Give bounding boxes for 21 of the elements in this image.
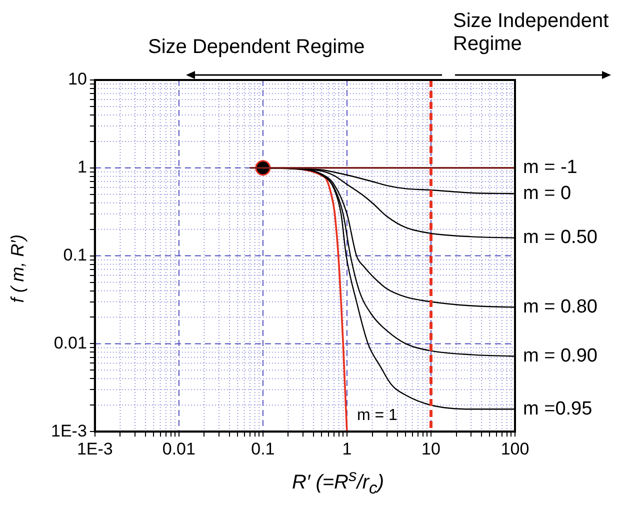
y-axis-title: f ( m, R′) bbox=[8, 233, 28, 305]
series-label: m = 0.80 bbox=[523, 296, 598, 318]
series-label: m = 1 bbox=[356, 407, 398, 424]
text: Size Dependent Regime bbox=[148, 36, 365, 59]
x-tick-label: 100 bbox=[500, 439, 530, 458]
x-tick-label: 10 bbox=[422, 439, 440, 458]
y-tick-label: 1 bbox=[77, 158, 87, 177]
y-tick-label: 0.01 bbox=[54, 333, 87, 352]
x-tick-label: 0.1 bbox=[251, 439, 275, 458]
x-axis-title: R′ (=R$^{s}$/r$_{c}$) bbox=[290, 466, 386, 499]
series-label: m = 0.90 bbox=[523, 345, 598, 366]
x-tick-label: 1 bbox=[342, 439, 352, 458]
y-tick-label: 0.1 bbox=[63, 245, 87, 264]
series-label: m = 0.50 bbox=[523, 227, 598, 248]
x-tick-label: 0.01 bbox=[162, 439, 196, 458]
series-label: m = -1 bbox=[523, 157, 578, 178]
text: Size Independent Regime bbox=[453, 10, 610, 56]
y-tick-label: 1E-3 bbox=[50, 421, 87, 440]
series-label: m = 0 bbox=[523, 182, 572, 204]
y-tick-label: 10 bbox=[68, 70, 87, 89]
series-label: m =0.95 bbox=[523, 398, 592, 420]
